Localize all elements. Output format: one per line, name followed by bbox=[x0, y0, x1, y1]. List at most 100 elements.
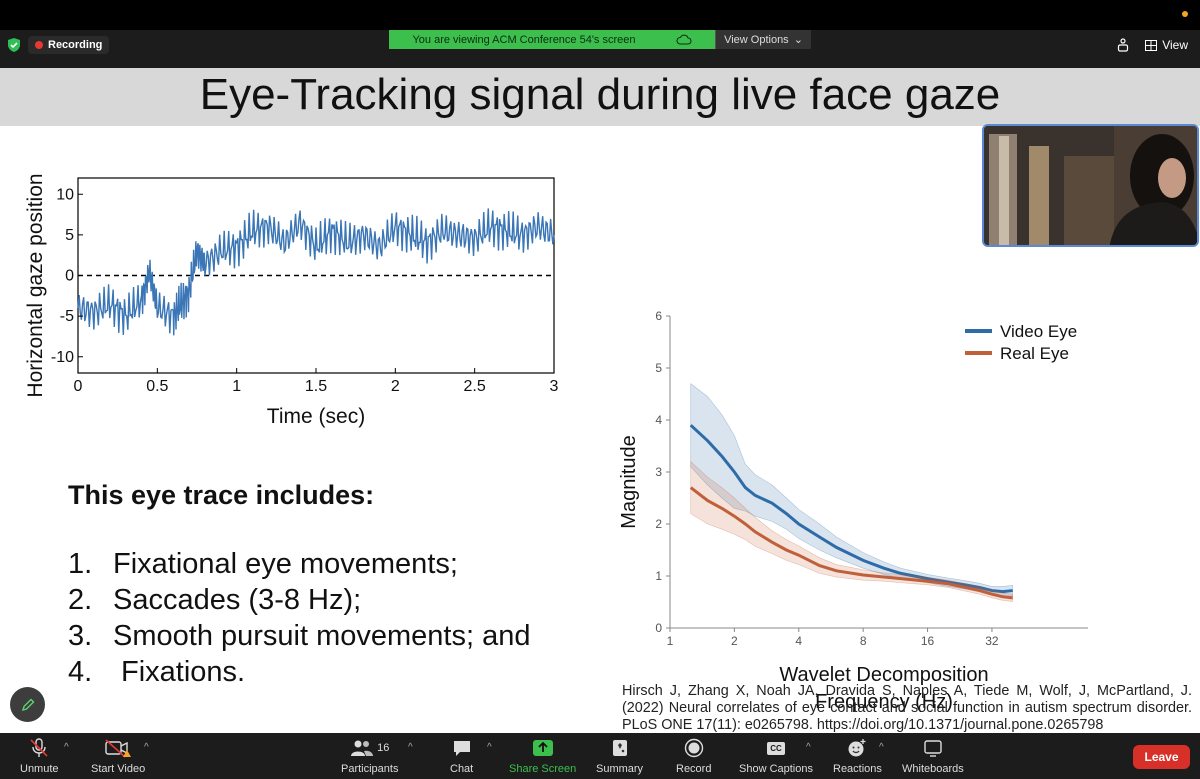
leave-button[interactable]: Leave bbox=[1133, 745, 1190, 769]
view-options-button[interactable]: View Options ⌄ bbox=[715, 30, 811, 49]
grid-view-icon bbox=[1145, 39, 1158, 51]
y-tick-label: 10 bbox=[56, 186, 74, 203]
y-tick-label: -5 bbox=[60, 308, 74, 325]
chat-icon bbox=[453, 741, 470, 756]
list-number: 1. bbox=[68, 548, 93, 580]
immersive-icon[interactable] bbox=[1117, 38, 1129, 52]
pencil-icon bbox=[21, 698, 34, 711]
series-line bbox=[689, 486, 1013, 600]
x-tick-label: 8 bbox=[860, 634, 867, 648]
list-text: Fixational eye movements; bbox=[113, 548, 458, 580]
y-tick-label: 0 bbox=[65, 268, 74, 285]
gaze-trace-chart: 0 0.5 1 1.5 2 2.5 3 10 5 0 -5 -10 Time (sec) Horizont… bbox=[24, 173, 559, 428]
list-number: 4. bbox=[68, 656, 93, 688]
record-icon bbox=[684, 738, 703, 758]
x-tick-label: 1 bbox=[232, 378, 241, 395]
participants-icon bbox=[351, 740, 374, 756]
whiteboards-label: Whiteboards bbox=[902, 763, 964, 775]
shield-icon[interactable] bbox=[6, 37, 22, 53]
participant-video bbox=[984, 126, 1197, 245]
x-axis-title: Time (sec) bbox=[267, 405, 365, 428]
participants-caret[interactable]: ^ bbox=[408, 742, 413, 753]
meeting-top-bar: Recording You are viewing ACM Conference… bbox=[0, 0, 1200, 68]
participants-count: 16 bbox=[377, 742, 390, 754]
x-tick-label: 3 bbox=[550, 378, 559, 395]
x-tick-label: 2.5 bbox=[464, 378, 486, 395]
reactions-icon bbox=[848, 739, 866, 757]
y-tick-label: 5 bbox=[65, 227, 74, 244]
x-tick-label: 4 bbox=[795, 634, 802, 648]
x-tick-label: 0.5 bbox=[146, 378, 168, 395]
summary-label: Summary bbox=[596, 763, 644, 775]
chat-button[interactable]: Chat bbox=[450, 737, 473, 775]
x-axis-title-line: Frequency (Hz) bbox=[815, 691, 953, 713]
list-item: 2. Saccades (3-8 Hz); bbox=[68, 584, 530, 620]
start-video-label: Start Video bbox=[91, 763, 146, 775]
audio-options-caret[interactable]: ^ bbox=[64, 742, 69, 753]
y-tick-label: 1 bbox=[655, 569, 662, 583]
x-axis-title: Wavelet Decomposition Frequency (Hz) bbox=[779, 664, 988, 713]
x-axis-title-line: Wavelet Decomposition bbox=[779, 664, 988, 686]
reactions-button[interactable]: Reactions bbox=[833, 737, 882, 775]
list-item: 1. Fixational eye movements; bbox=[68, 548, 530, 584]
record-button[interactable]: Record bbox=[676, 737, 711, 775]
view-button[interactable]: View bbox=[1145, 38, 1188, 52]
list-number: 2. bbox=[68, 584, 93, 616]
list-text: Saccades (3-8 Hz); bbox=[113, 584, 362, 616]
whiteboards-button[interactable]: Whiteboards bbox=[902, 737, 964, 775]
x-tick-label: 1.5 bbox=[305, 378, 327, 395]
y-tick-label: -10 bbox=[51, 349, 74, 366]
y-tick-label: 3 bbox=[655, 465, 662, 479]
captions-caret[interactable]: ^ bbox=[806, 742, 811, 753]
confidence-band bbox=[690, 382, 1013, 598]
series-line bbox=[689, 424, 1013, 594]
record-label: Record bbox=[676, 763, 712, 775]
captions-icon: CC bbox=[767, 741, 785, 755]
video-options-caret[interactable]: ^ bbox=[144, 742, 149, 753]
unmute-label: Unmute bbox=[20, 763, 59, 775]
y-tick-label: 6 bbox=[655, 309, 662, 323]
y-axis-title: Magnitude bbox=[618, 435, 640, 528]
includes-list: 1. Fixational eye movements; 2. Saccades (3… bbox=[68, 548, 530, 692]
notification-dot bbox=[1182, 11, 1188, 17]
list-item: 4. Fixations. bbox=[68, 656, 530, 692]
share-screen-button[interactable]: Share Screen bbox=[509, 737, 576, 775]
recording-indicator: Recording bbox=[6, 36, 110, 54]
includes-heading: This eye trace includes: bbox=[68, 480, 375, 510]
reactions-caret[interactable]: ^ bbox=[879, 742, 884, 753]
title-strip bbox=[0, 0, 1200, 30]
y-tick-label: 5 bbox=[655, 361, 662, 375]
y-tick-label: 4 bbox=[655, 413, 662, 427]
x-tick-label: 2 bbox=[731, 634, 738, 648]
title-band bbox=[0, 68, 1200, 126]
x-tick-label: 2 bbox=[391, 378, 400, 395]
start-video-button[interactable]: Start Video bbox=[91, 737, 145, 775]
whiteboard-icon bbox=[924, 740, 942, 757]
summary-button[interactable]: Summary bbox=[596, 737, 643, 775]
citation: Hirsch J, Zhang X, Noah JA, Dravida S, N… bbox=[622, 683, 1192, 733]
unmute-button[interactable]: Unmute bbox=[20, 737, 59, 775]
show-captions-button[interactable]: CC Show Captions bbox=[739, 737, 813, 775]
view-options-label: View Options bbox=[724, 33, 789, 46]
viewing-banner-text: You are viewing ACM Conference 54's scre… bbox=[412, 33, 636, 46]
participants-button[interactable]: 16 Participants bbox=[341, 737, 398, 775]
annotate-button[interactable] bbox=[10, 687, 45, 722]
chevron-down-icon: ⌄ bbox=[793, 34, 803, 46]
meeting-toolbar: Unmute ^ Start Video ^ 16 Participants ^… bbox=[0, 733, 1200, 779]
recording-label: Recording bbox=[48, 39, 103, 51]
record-dot-icon bbox=[35, 41, 43, 49]
share-screen-icon bbox=[532, 740, 553, 756]
chat-caret[interactable]: ^ bbox=[487, 742, 492, 753]
participant-video-tile[interactable] bbox=[982, 124, 1199, 247]
y-axis-title: Horizontal gaze position bbox=[24, 173, 47, 397]
shared-slide: Eye-Tracking signal during live face gaz… bbox=[0, 68, 1200, 733]
video-off-icon bbox=[105, 739, 132, 758]
show-captions-label: Show Captions bbox=[739, 763, 813, 775]
viewing-banner: You are viewing ACM Conference 54's scre… bbox=[389, 30, 715, 49]
legend-label: Video Eye bbox=[1000, 322, 1077, 341]
recording-pill[interactable]: Recording bbox=[28, 36, 110, 54]
list-text: Smooth pursuit movements; and bbox=[113, 620, 531, 652]
mic-muted-icon bbox=[30, 738, 48, 757]
list-number: 3. bbox=[68, 620, 93, 652]
